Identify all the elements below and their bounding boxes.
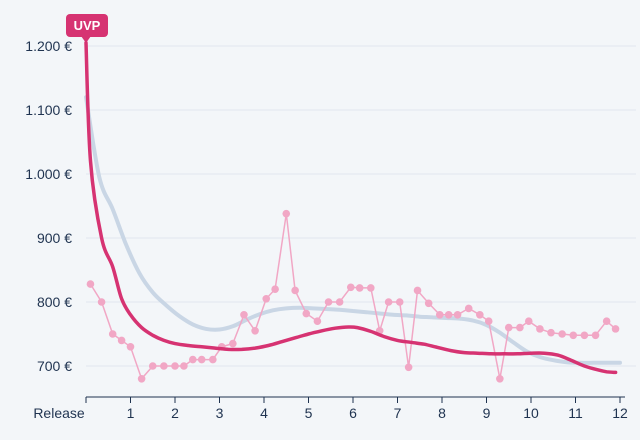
offer-point	[569, 331, 578, 340]
offer-point	[484, 317, 493, 326]
offer-point	[464, 304, 473, 313]
average-price-line	[84, 95, 622, 365]
offer-point	[611, 325, 620, 333]
offer-point	[108, 330, 117, 338]
uvp-label: UVP	[74, 18, 101, 33]
x-tick-label: 4	[260, 405, 268, 421]
offer-point	[313, 317, 322, 326]
offer-point	[251, 327, 259, 335]
offer-point	[180, 362, 188, 370]
offer-point	[384, 298, 393, 306]
offer-point	[453, 311, 462, 319]
offer-point	[97, 298, 106, 306]
offer-point	[229, 339, 237, 348]
x-tick-label: 3	[216, 405, 224, 421]
offer-point	[189, 355, 197, 364]
offers-line	[89, 213, 617, 381]
offer-point	[209, 355, 217, 364]
offer-point	[435, 311, 444, 319]
offer-point	[240, 311, 248, 319]
offer-point	[404, 363, 413, 372]
y-tick-label: 1.200 €	[25, 38, 72, 54]
x-tick-label: 11	[568, 405, 583, 421]
offer-point	[137, 375, 146, 383]
offer-point	[86, 280, 95, 288]
offer-point	[117, 336, 126, 345]
offer-point	[197, 355, 206, 364]
offer-point	[271, 285, 279, 294]
x-tick-label: 2	[171, 405, 179, 421]
offer-point	[160, 362, 168, 370]
offer-point	[148, 362, 157, 370]
x-tick-label: 1	[127, 405, 135, 421]
uvp-badge-pointer	[81, 36, 91, 43]
offer-point	[171, 362, 179, 370]
x-tick-label: 6	[349, 405, 357, 421]
offer-point	[496, 375, 504, 383]
uvp-marker: UVP	[66, 14, 108, 43]
price-trend-line	[84, 41, 618, 375]
offer-point	[262, 295, 271, 303]
x-tick-label: 10	[523, 405, 539, 421]
offer-point	[424, 299, 433, 308]
y-tick-label: 1.000 €	[25, 166, 72, 182]
offer-point	[504, 323, 513, 332]
offer-point	[591, 331, 600, 340]
offer-point	[291, 286, 299, 295]
offer-point	[547, 328, 555, 337]
offer-point	[324, 298, 333, 306]
offer-point	[580, 331, 589, 340]
offer-point	[602, 317, 611, 326]
offer-point	[355, 284, 364, 292]
offer-point	[516, 323, 524, 332]
offer-point	[536, 325, 544, 333]
x-tick-label: 8	[438, 405, 446, 421]
offer-point	[395, 298, 404, 306]
offer-point	[282, 209, 291, 218]
offer-point	[413, 286, 422, 295]
y-tick-label: 700 €	[37, 358, 72, 374]
offer-point	[335, 298, 344, 306]
offer-point	[302, 309, 311, 318]
offer-point	[346, 283, 355, 292]
offer-point	[444, 311, 453, 319]
offer-point	[524, 317, 533, 326]
offer-point	[558, 330, 566, 338]
offer-point	[367, 284, 375, 292]
uvp-badge	[66, 14, 108, 37]
x-tick-label: 5	[305, 405, 313, 421]
y-tick-label: 1.100 €	[25, 102, 72, 118]
x-tick-label: 7	[394, 405, 402, 421]
x-tick-label: 9	[483, 405, 491, 421]
offer-point	[476, 311, 484, 319]
x-tick-label: Release	[33, 405, 85, 421]
offer-point	[126, 343, 135, 351]
y-tick-label: 800 €	[37, 294, 72, 310]
y-tick-label: 900 €	[37, 230, 72, 246]
x-tick-label: 12	[612, 405, 628, 421]
